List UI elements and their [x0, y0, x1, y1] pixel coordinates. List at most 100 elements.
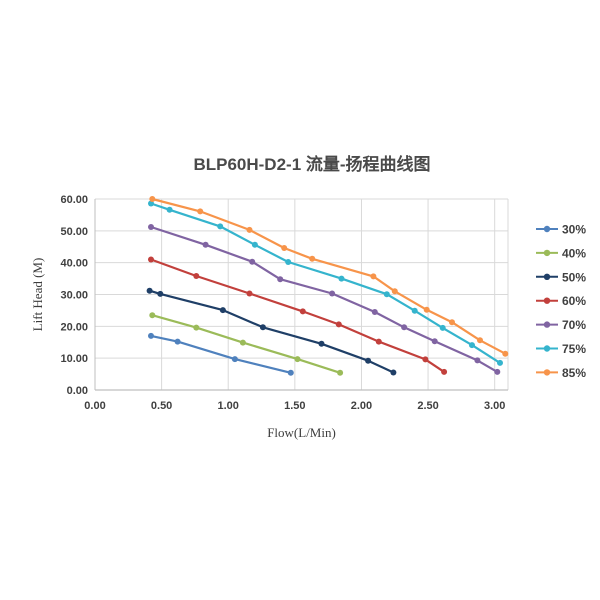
x-tick-label: 2.00 — [351, 400, 372, 412]
legend-marker — [543, 249, 551, 257]
data-point-marker — [370, 273, 377, 280]
data-point-marker — [383, 291, 390, 298]
data-point-marker — [431, 338, 438, 345]
legend-item-40%: 40% — [536, 246, 586, 260]
x-tick-label: 0.00 — [84, 400, 105, 412]
data-point-marker — [285, 259, 292, 265]
legend-label: 50% — [562, 270, 586, 284]
data-point-marker — [371, 309, 378, 315]
x-tick-label: 2.50 — [417, 400, 438, 412]
data-point-marker — [474, 357, 481, 364]
data-point-marker — [391, 288, 398, 295]
data-point-marker — [423, 306, 430, 313]
data-point-marker — [497, 359, 503, 366]
data-point-marker — [259, 324, 266, 331]
series-75% — [148, 200, 503, 366]
data-point-marker — [422, 356, 429, 363]
y-tick-label: 50.00 — [60, 226, 88, 238]
legend-label: 70% — [562, 318, 586, 332]
data-point-marker — [174, 338, 181, 345]
x-axis-title: Flow(L/Min) — [267, 425, 336, 440]
data-point-marker — [299, 308, 306, 315]
data-point-marker — [148, 224, 154, 230]
series-30% — [148, 332, 294, 376]
data-point-marker — [197, 208, 204, 215]
y-tick-label: 10.00 — [60, 353, 88, 365]
y-axis-title: Lift Head (M) — [30, 258, 45, 332]
legend-item-30%: 30% — [536, 223, 586, 237]
legend-marker — [543, 345, 551, 352]
series-60% — [148, 256, 448, 375]
data-point-marker — [193, 324, 200, 331]
data-point-marker — [193, 273, 200, 279]
series-85% — [149, 196, 509, 357]
data-point-marker — [502, 350, 509, 357]
data-point-marker — [318, 340, 325, 347]
data-point-marker — [294, 356, 301, 363]
legend-label: 40% — [562, 246, 586, 260]
data-point-marker — [337, 369, 344, 376]
legend-marker — [543, 273, 551, 280]
data-point-marker — [219, 307, 226, 314]
data-point-marker — [249, 258, 256, 265]
legend-label: 85% — [562, 366, 586, 380]
series-layer — [146, 196, 509, 376]
data-point-marker — [246, 290, 253, 297]
chart-title: BLP60H-D2-1 流量-扬程曲线图 — [193, 154, 430, 174]
data-point-marker — [231, 356, 238, 363]
legend-item-75%: 75% — [536, 342, 586, 356]
data-point-marker — [166, 206, 173, 213]
series-line — [149, 225, 499, 373]
data-point-marker — [277, 276, 284, 283]
series-70% — [148, 224, 501, 375]
data-point-marker — [401, 324, 408, 331]
legend-marker — [543, 225, 551, 233]
legend-item-50%: 50% — [536, 270, 586, 284]
data-point-marker — [157, 290, 164, 297]
data-point-marker — [287, 369, 294, 376]
data-point-marker — [338, 275, 345, 282]
data-point-marker — [251, 241, 258, 248]
data-point-marker — [390, 369, 397, 376]
x-tick-label: 1.00 — [218, 400, 239, 412]
legend-marker — [543, 321, 551, 328]
y-tick-label: 40.00 — [60, 258, 88, 270]
data-point-marker — [477, 337, 483, 344]
data-point-marker — [494, 368, 501, 375]
y-tick-label: 0.00 — [67, 385, 88, 397]
series-50% — [146, 287, 397, 376]
x-tick-label: 0.50 — [151, 400, 172, 412]
legend-item-70%: 70% — [536, 318, 586, 332]
series-line — [151, 314, 342, 374]
data-point-marker — [246, 226, 253, 233]
legend-marker — [543, 297, 551, 304]
legend: 30% 40% 50% 60% 70% 75% 85% — [536, 223, 586, 380]
data-point-marker — [439, 324, 446, 331]
data-point-marker — [329, 290, 336, 297]
y-tick-label: 60.00 — [60, 194, 88, 206]
data-point-marker — [335, 321, 342, 328]
x-tick-label: 3.00 — [484, 400, 505, 412]
data-point-marker — [202, 241, 209, 248]
data-point-marker — [281, 245, 288, 251]
axis-layer: 0.00 10.00 20.00 30.00 40.00 50.00 60.00 0.00 0.… — [30, 194, 508, 440]
data-point-marker — [148, 256, 154, 263]
legend-item-60%: 60% — [536, 294, 586, 308]
y-tick-label: 30.00 — [60, 290, 88, 302]
data-point-marker — [441, 368, 448, 375]
data-point-marker — [149, 312, 156, 319]
data-point-marker — [365, 357, 372, 364]
data-point-marker — [149, 196, 156, 202]
data-point-marker — [217, 223, 224, 230]
data-point-marker — [469, 342, 475, 349]
series-line — [149, 258, 446, 373]
data-point-marker — [449, 319, 455, 326]
y-tick-label: 20.00 — [60, 321, 88, 333]
series-40% — [149, 312, 344, 376]
data-point-marker — [309, 255, 316, 262]
series-line — [149, 202, 502, 364]
data-point-marker — [375, 338, 382, 345]
data-point-marker — [239, 339, 246, 346]
